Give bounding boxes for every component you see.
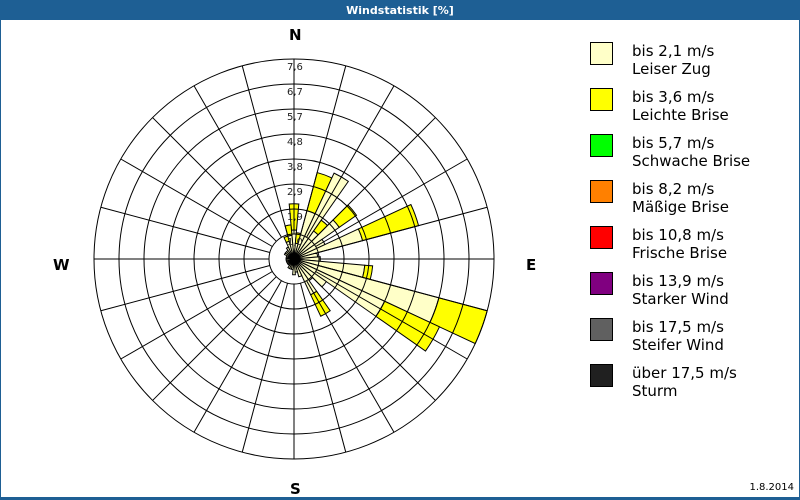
wind-sector	[310, 290, 331, 317]
date-label: 1.8.2014	[749, 482, 794, 493]
compass-west-label: W	[53, 256, 70, 274]
legend-range: bis 5,7 m/s	[632, 134, 715, 152]
wind-sector	[292, 258, 296, 276]
ring-label: 7,6	[287, 62, 303, 73]
window-title: Windstatistik [%]	[0, 0, 800, 20]
legend-name: Starker Wind	[632, 290, 729, 308]
compass-east-label: E	[526, 256, 537, 274]
legend-range: bis 2,1 m/s	[632, 42, 715, 60]
legend-range: bis 3,6 m/s	[632, 88, 715, 106]
compass-north-label: N	[289, 26, 302, 44]
ring-labels: 1,0 1,9 2,9 3,8 4,8 5,7 6,7 7,6	[287, 62, 303, 248]
wind-sectors	[283, 171, 488, 352]
legend-range: über 17,5 m/s	[632, 364, 737, 382]
wind-sector	[357, 203, 420, 242]
legend-name: Steifer Wind	[632, 336, 724, 354]
legend-name: Mäßige Brise	[632, 198, 729, 216]
legend-swatch	[590, 318, 613, 341]
legend-name: Frische Brise	[632, 244, 728, 262]
wind-sector	[332, 204, 358, 228]
legend-name: Leiser Zug	[632, 60, 711, 78]
legend-name: Leichte Brise	[632, 106, 729, 124]
legend-range: bis 10,8 m/s	[632, 226, 724, 244]
polar-grid	[93, 58, 495, 460]
legend-range: bis 17,5 m/s	[632, 318, 724, 336]
ring-label: 6,7	[287, 87, 303, 98]
wind-rose-chart: 1,0 1,9 2,9 3,8 4,8 5,7 6,7 7,6	[93, 58, 495, 460]
legend-swatch	[590, 180, 613, 203]
wind-sector	[284, 224, 293, 237]
legend-name: Schwache Brise	[632, 152, 751, 170]
legend-name: Sturm	[632, 382, 678, 400]
compass-south-label: S	[290, 480, 301, 498]
legend-swatch	[590, 134, 613, 157]
legend-swatch	[590, 226, 613, 249]
legend-swatch	[590, 364, 613, 387]
ring-label: 1,9	[287, 212, 303, 223]
ring-label: 5,7	[287, 112, 303, 123]
legend-swatch	[590, 272, 613, 295]
legend-range: bis 8,2 m/s	[632, 180, 715, 198]
wind-sector	[293, 258, 303, 278]
ring-label: 4,8	[287, 137, 303, 148]
ring-label: 1,0	[287, 237, 303, 248]
bottom-border	[0, 497, 800, 500]
legend-swatch	[590, 88, 613, 111]
legend-swatch	[590, 42, 613, 65]
legend-range: bis 13,9 m/s	[632, 272, 724, 290]
ring-label: 3,8	[287, 162, 303, 173]
ring-label: 2,9	[287, 187, 303, 198]
